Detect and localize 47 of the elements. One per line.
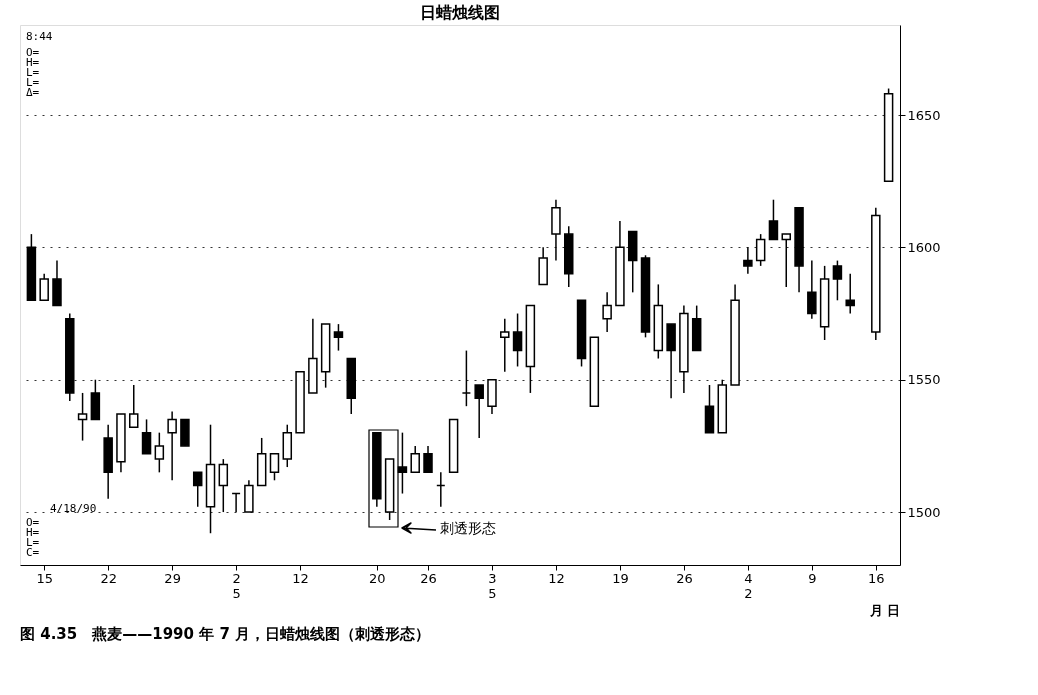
candlestick (423, 445, 433, 474)
candlestick (832, 259, 843, 302)
x-tick-label: 26 (420, 570, 437, 586)
annotation: 刺透形态 (440, 520, 496, 536)
x-tick-label: 20 (369, 570, 386, 586)
x-tick-label: 19 (612, 570, 629, 586)
candlestick (512, 312, 523, 368)
x-tick-label: 26 (676, 570, 693, 586)
y-tick-label: 1600 (907, 239, 941, 255)
x-tick-label: 15 (36, 570, 53, 586)
x-tick-label: 4 2 (744, 570, 753, 601)
y-tick-label: 1500 (907, 504, 941, 520)
annotation: O= H= L= C= (26, 516, 40, 559)
caption: 图 4.35 燕麦——1990 年 7 月，日蜡烛线图（刺透形态） (20, 625, 431, 643)
x-tick-label: 16 (868, 570, 885, 586)
x-tick-label: 3 5 (488, 570, 497, 601)
x-tick-label: 9 (808, 570, 817, 586)
candlestick (77, 392, 88, 442)
x-tick-label: 12 (292, 570, 309, 586)
x-tick-label: 29 (164, 570, 181, 586)
candlestick (410, 445, 420, 474)
x-axis-title: 月 日 (868, 602, 901, 618)
candlestick (269, 453, 280, 482)
candlestick (154, 431, 165, 474)
y-tick-label: 1650 (907, 107, 941, 123)
annotation: 8:44 (26, 30, 53, 43)
chart-title: 日蜡烛线图 (420, 3, 500, 22)
candlestick (167, 410, 177, 482)
candlestick (807, 259, 817, 320)
candlestick (39, 273, 49, 302)
candlestick (474, 384, 484, 439)
candlestick (845, 273, 855, 315)
candlestick (500, 318, 510, 373)
candlestick (333, 323, 344, 352)
candlestick (768, 198, 779, 241)
x-tick-label: 22 (100, 570, 117, 586)
y-tick-label: 1550 (907, 372, 941, 388)
candlestick (602, 291, 612, 333)
candlestick (192, 471, 203, 508)
candlestick (218, 458, 229, 513)
x-tick-label: 2 5 (232, 570, 241, 601)
x-tick-label: 12 (548, 570, 565, 586)
annotation: O= H= L= L= Δ= (26, 46, 40, 99)
annotation: 4/18/90 (50, 502, 97, 515)
candlestick (141, 418, 152, 455)
candlestick (129, 384, 139, 429)
candlestick (743, 246, 753, 275)
